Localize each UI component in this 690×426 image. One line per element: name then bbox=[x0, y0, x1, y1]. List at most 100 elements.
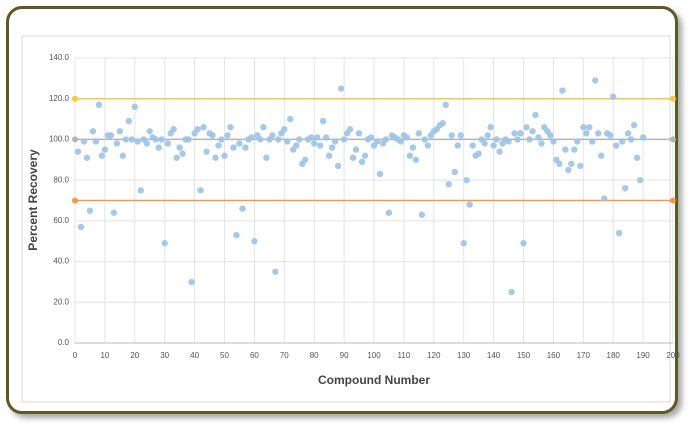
point bbox=[334, 162, 342, 170]
point bbox=[373, 138, 381, 145]
y-axis-title: Percent Recovery bbox=[26, 149, 40, 251]
point bbox=[218, 136, 225, 143]
point bbox=[176, 144, 183, 151]
point bbox=[257, 136, 264, 143]
point bbox=[224, 132, 231, 139]
point bbox=[559, 87, 566, 94]
point bbox=[469, 142, 476, 149]
point bbox=[493, 136, 500, 143]
point bbox=[409, 144, 417, 151]
point bbox=[346, 126, 354, 133]
x-tick-label: 130 bbox=[457, 351, 471, 360]
point bbox=[236, 140, 243, 147]
point bbox=[382, 136, 390, 143]
point bbox=[484, 132, 491, 139]
point bbox=[113, 140, 121, 147]
point bbox=[439, 119, 446, 127]
x-tick-label: 110 bbox=[398, 351, 411, 360]
point bbox=[568, 160, 575, 168]
point bbox=[173, 154, 180, 161]
point bbox=[287, 115, 294, 123]
point bbox=[562, 146, 569, 153]
point bbox=[466, 201, 473, 208]
x-tick-label: 120 bbox=[427, 351, 441, 360]
point bbox=[580, 124, 587, 131]
point bbox=[627, 136, 635, 143]
point bbox=[119, 152, 127, 159]
point bbox=[577, 162, 584, 170]
point bbox=[376, 170, 384, 178]
point bbox=[203, 148, 210, 155]
x-tick-label: 170 bbox=[577, 351, 591, 360]
point bbox=[143, 140, 150, 147]
point bbox=[415, 130, 423, 137]
point bbox=[535, 134, 542, 141]
point bbox=[406, 152, 414, 159]
point bbox=[164, 140, 171, 147]
point bbox=[487, 124, 494, 131]
point bbox=[367, 134, 375, 141]
point bbox=[77, 223, 85, 231]
point bbox=[200, 124, 207, 131]
point bbox=[260, 124, 267, 131]
point bbox=[607, 132, 614, 139]
reference-marker bbox=[72, 95, 78, 102]
x-tick-label: 100 bbox=[367, 351, 381, 360]
point bbox=[448, 132, 455, 139]
x-tick-label: 50 bbox=[220, 351, 229, 360]
point bbox=[481, 140, 488, 147]
point bbox=[170, 126, 177, 133]
point bbox=[598, 152, 605, 159]
point bbox=[595, 130, 602, 137]
x-tick-label: 20 bbox=[130, 351, 139, 360]
point bbox=[131, 103, 138, 111]
chart-area bbox=[21, 35, 671, 403]
x-tick-label: 0 bbox=[73, 351, 78, 360]
point bbox=[188, 278, 195, 286]
point bbox=[331, 138, 339, 145]
point bbox=[574, 138, 581, 145]
point bbox=[340, 136, 348, 143]
x-tick-label: 160 bbox=[547, 351, 561, 360]
point bbox=[308, 134, 315, 141]
point bbox=[460, 240, 467, 247]
x-tick-label: 40 bbox=[190, 351, 199, 360]
point bbox=[385, 209, 393, 216]
point bbox=[442, 101, 449, 109]
y-tick-label: 40.0 bbox=[53, 257, 69, 266]
point bbox=[511, 130, 518, 137]
point bbox=[328, 144, 336, 151]
point bbox=[337, 85, 345, 92]
point bbox=[125, 117, 133, 125]
point bbox=[639, 134, 647, 141]
point bbox=[322, 134, 330, 141]
point bbox=[463, 176, 470, 184]
y-tick-label: 120.0 bbox=[49, 94, 70, 103]
point bbox=[424, 142, 432, 149]
point bbox=[101, 146, 109, 153]
point bbox=[137, 187, 144, 194]
point bbox=[538, 140, 545, 147]
point bbox=[421, 136, 429, 143]
y-tick-label: 140.0 bbox=[49, 53, 70, 62]
point bbox=[397, 138, 405, 145]
point bbox=[520, 240, 527, 247]
point bbox=[313, 134, 321, 141]
point bbox=[621, 185, 629, 192]
point bbox=[565, 166, 572, 174]
x-tick-label: 10 bbox=[100, 351, 109, 360]
point bbox=[146, 128, 153, 135]
point bbox=[361, 152, 369, 159]
point bbox=[349, 154, 357, 161]
point bbox=[601, 195, 608, 202]
point bbox=[230, 144, 237, 151]
point bbox=[325, 152, 333, 159]
x-tick-label: 140 bbox=[487, 351, 501, 360]
point bbox=[284, 138, 291, 145]
x-tick-label: 70 bbox=[280, 351, 289, 360]
point bbox=[618, 138, 626, 145]
point bbox=[80, 138, 88, 145]
point bbox=[556, 160, 563, 168]
point bbox=[592, 77, 599, 84]
